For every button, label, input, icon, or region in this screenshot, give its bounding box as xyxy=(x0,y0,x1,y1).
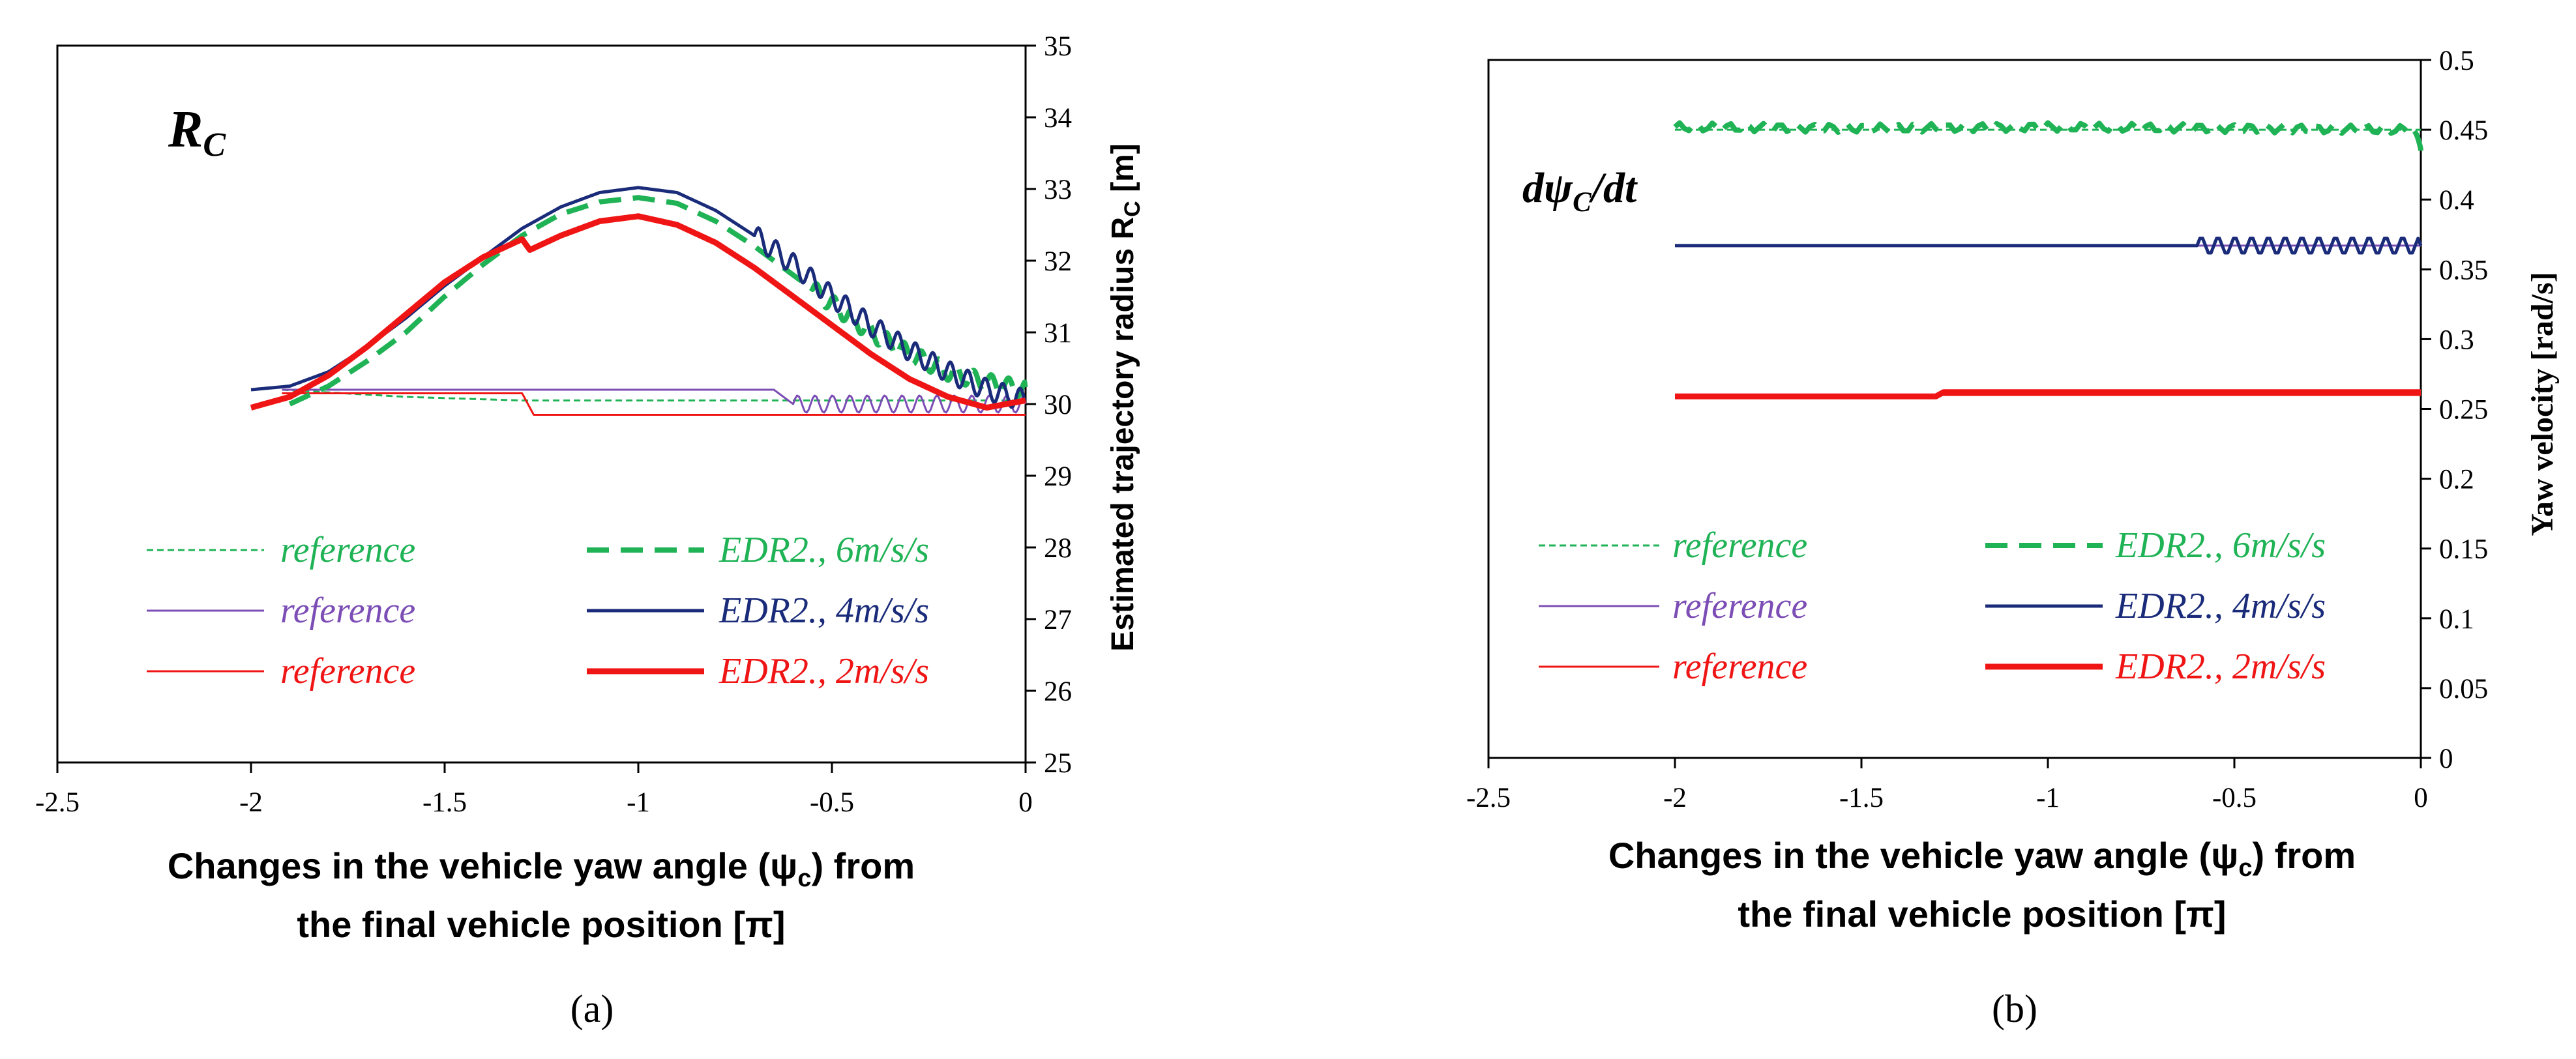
y-tick-label: 28 xyxy=(1044,533,1072,564)
x-tick-label: -2 xyxy=(239,787,263,818)
y-tick-label: 35 xyxy=(1044,31,1072,62)
y-tick-label: 0.35 xyxy=(2439,255,2488,285)
x-axis-label-line2: the final vehicle position [π] xyxy=(297,904,785,945)
x-tick-label: -2.5 xyxy=(1466,783,1511,813)
x-tick-label: 0 xyxy=(1018,787,1033,818)
y-tick-label: 29 xyxy=(1044,461,1072,492)
x-tick-label: -0.5 xyxy=(810,787,854,818)
legend-label: reference xyxy=(1672,586,1807,626)
x-axis-label: Changes in the vehicle yaw angle (ψc) fr… xyxy=(1608,835,2356,882)
x-axis-label: Changes in the vehicle yaw angle (ψc) fr… xyxy=(168,845,915,892)
y-axis-label: Estimated trajectory radius RC [m] xyxy=(1106,143,1145,651)
legend-label: EDR2., 2m/s/s xyxy=(2115,646,2326,687)
x-tick-label: 0 xyxy=(2414,783,2428,813)
corner-label: dψC/dt xyxy=(1522,164,1638,218)
y-tick-label: 0.45 xyxy=(2439,115,2488,146)
series-line-reference-2m-s-s xyxy=(282,392,1026,416)
y-tick-label: 27 xyxy=(1044,605,1072,635)
x-tick-label: -1.5 xyxy=(422,787,467,818)
chart-panel-b: -2.5 -2 -1.5 -1 -0.5 00 0.05 0.1 0.15 0.2 0.25 0.3 0… xyxy=(1466,46,2560,1030)
series-line-edr2-2m-s-s xyxy=(249,213,1028,411)
x-axis-label-line2: the final vehicle position [π] xyxy=(1738,893,2226,935)
legend-label: EDR2., 6m/s/s xyxy=(2115,525,2326,566)
legend-label: EDR2., 4m/s/s xyxy=(718,590,929,631)
legend-label: EDR2., 6m/s/s xyxy=(718,530,929,570)
y-tick-label: 0.4 xyxy=(2439,185,2474,216)
y-tick-label: 0 xyxy=(2439,744,2453,774)
series-line-edr2-6m-s-s xyxy=(1673,120,2423,151)
series-line-edr2-2m-s-s xyxy=(1675,389,2421,399)
x-tick-label: -1 xyxy=(2036,783,2060,813)
y-tick-label: 33 xyxy=(1044,175,1072,205)
x-tick-label: -2.5 xyxy=(35,787,80,818)
x-tick-label: -0.5 xyxy=(2212,783,2257,813)
panel-caption: (b) xyxy=(1992,987,2037,1030)
x-tick-label: -2 xyxy=(1663,783,1687,813)
legend-label: reference xyxy=(280,530,415,570)
series-line-edr2-4m-s-s xyxy=(1675,237,2423,255)
y-axis-label: Yaw velocity [rad/s] xyxy=(2525,272,2560,536)
series-line-reference-6m-s-s xyxy=(282,388,1026,401)
chart-panel-a: -2.5 -2 -1.5 -1 -0.5 0 25 26 27 28 29 30 31 32 33 34 35 R… xyxy=(35,31,1145,1030)
y-tick-label: 0.1 xyxy=(2439,604,2474,635)
legend-label: reference xyxy=(280,590,415,631)
legend-label: EDR2., 2m/s/s xyxy=(718,651,929,691)
y-tick-label: 34 xyxy=(1044,103,1072,134)
legend-label: EDR2., 4m/s/s xyxy=(2115,586,2326,626)
corner-label: RC xyxy=(168,101,226,164)
series-line-edr2-6m-s-s xyxy=(288,195,1028,407)
y-tick-label: 0.5 xyxy=(2439,46,2474,76)
legend-label: reference xyxy=(1672,525,1807,566)
y-tick-label: 0.3 xyxy=(2439,325,2474,355)
panel-caption: (a) xyxy=(570,987,614,1030)
series-line-reference-4m-s-s xyxy=(282,388,1027,414)
y-tick-label: 26 xyxy=(1044,676,1072,707)
x-tick-label: -1 xyxy=(627,787,650,818)
y-tick-label: 0.2 xyxy=(2439,465,2474,495)
y-tick-label: 32 xyxy=(1044,246,1072,277)
y-tick-label: 25 xyxy=(1044,748,1072,779)
legend-label: reference xyxy=(280,651,415,691)
y-tick-label: 31 xyxy=(1044,318,1072,349)
series-line-edr2-4m-s-s xyxy=(250,186,1026,409)
legend-label: reference xyxy=(1672,646,1807,687)
y-tick-label: 30 xyxy=(1044,390,1072,420)
x-tick-label: -1.5 xyxy=(1839,783,1884,813)
y-tick-label: 0.05 xyxy=(2439,674,2488,704)
y-tick-label: 0.15 xyxy=(2439,534,2488,565)
y-tick-label: 0.25 xyxy=(2439,395,2488,426)
